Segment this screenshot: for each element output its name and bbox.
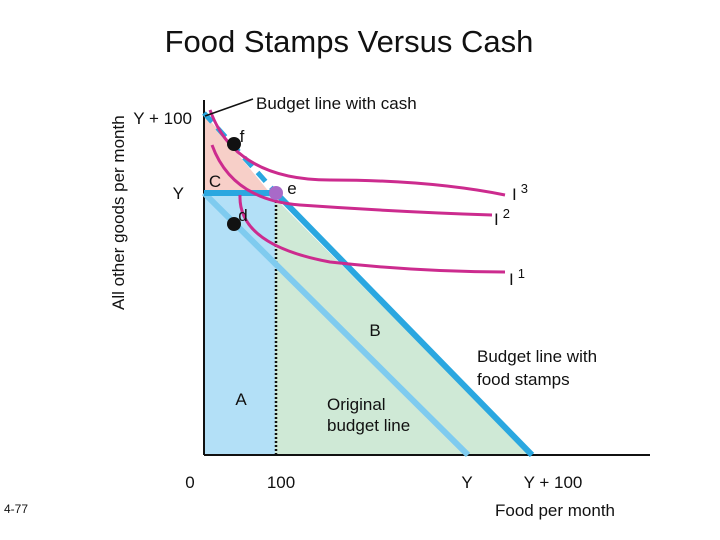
original-budget-label-line1: Original	[327, 395, 386, 414]
indifference-curve-i2	[210, 144, 493, 217]
region-a-fill	[204, 193, 275, 455]
x-tick-y: Y	[461, 473, 472, 492]
food-stamps-budget-slope	[273, 190, 535, 458]
x-tick-100: 100	[267, 473, 295, 492]
i3-label-base: I	[512, 185, 517, 204]
food-stamps-budget-label-line2: food stamps	[477, 370, 570, 389]
point-e-marker	[269, 186, 283, 200]
point-e-label: e	[287, 179, 296, 198]
point-f-marker	[227, 137, 241, 151]
i1-label-sup: 1	[518, 266, 525, 281]
region-c-label: C	[209, 172, 221, 191]
cash-budget-line	[202, 111, 278, 195]
cash-budget-label: Budget line with cash	[256, 94, 417, 113]
i2-label-base: I	[494, 210, 499, 229]
original-budget-line	[201, 190, 471, 458]
indifference-curve-i1	[238, 194, 506, 274]
region-b-label: B	[369, 321, 380, 340]
origin-label: 0	[185, 473, 194, 492]
slide-number: 4-77	[4, 502, 28, 516]
point-d-label: d	[238, 206, 247, 225]
cash-annotation-leader	[204, 98, 254, 117]
y-axis-label: All other goods per month	[109, 115, 128, 310]
y-tick-y-plus-100: Y + 100	[133, 109, 192, 128]
i1-label-base: I	[509, 270, 514, 289]
region-a-label: A	[235, 390, 247, 409]
y-tick-y: Y	[173, 184, 184, 203]
page-title: Food Stamps Versus Cash	[165, 24, 534, 59]
i2-label-sup: 2	[503, 206, 510, 221]
i3-label-sup: 3	[521, 181, 528, 196]
point-f-label: f	[240, 127, 245, 146]
food-stamps-budget-label-line1: Budget line with	[477, 347, 597, 366]
original-budget-label-line2: budget line	[327, 416, 410, 435]
x-tick-y-plus-100: Y + 100	[524, 473, 583, 492]
x-axis-label: Food per month	[495, 501, 615, 520]
point-d-marker	[227, 217, 241, 231]
